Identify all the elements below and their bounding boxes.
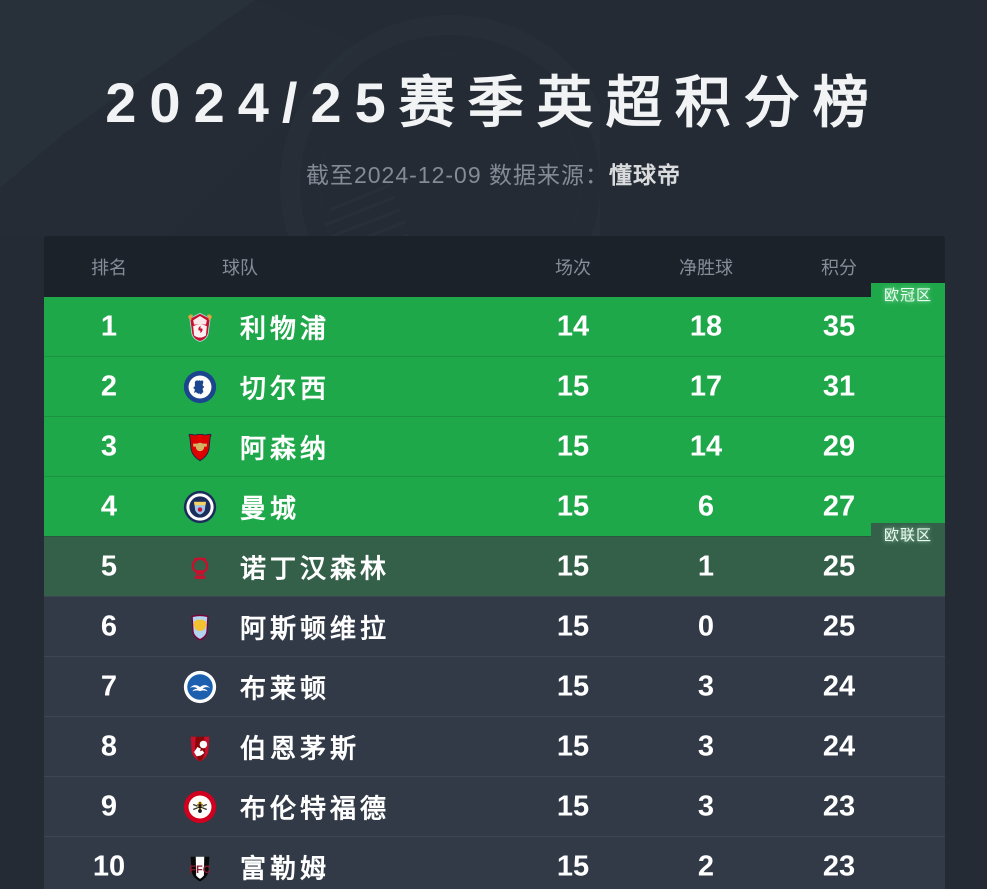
svg-text:FFC: FFC — [189, 863, 210, 875]
